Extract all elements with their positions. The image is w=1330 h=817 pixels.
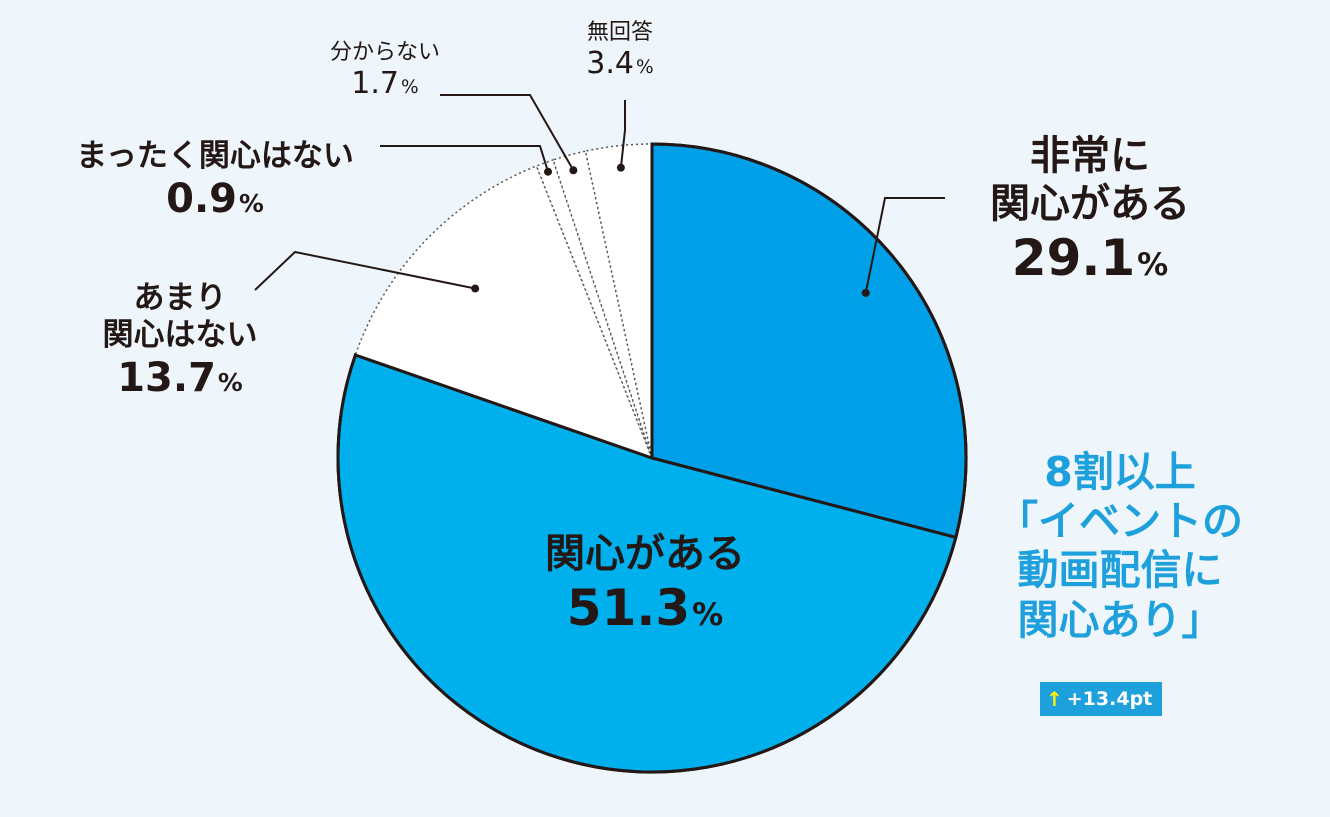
label-dont-know: 分からない 1.7% [300, 40, 470, 102]
label-dont-know-name: 分からない [329, 40, 440, 65]
label-no-answer-name: 無回答 [586, 20, 653, 45]
label-not-very-interested: あまり 関心はない 13.7% [70, 280, 290, 402]
label-no-answer: 無回答 3.4% [555, 20, 685, 82]
leader-line-not-very-interested [254, 250, 476, 291]
label-not-interested: まったく関心はない 0.9% [55, 138, 375, 223]
label-very-interested-name: 非常に 関心がある [990, 133, 1190, 227]
pie-slice-not-interested [535, 159, 653, 459]
label-dont-know-value: 1.7 [351, 66, 400, 102]
label-interested: 関心がある 51.3% [510, 530, 780, 638]
change-badge: ↑ +13.4pt [1040, 682, 1163, 716]
label-not-very-interested-name: あまり 関心はない [102, 280, 258, 354]
label-not-interested-name: まったく関心はない [76, 138, 354, 174]
label-interested-name: 関心がある [545, 531, 745, 577]
label-not-interested-value: 0.9 [166, 176, 237, 223]
up-arrow-icon: ↑ [1046, 687, 1063, 711]
label-not-very-interested-value: 13.7 [117, 355, 216, 402]
summary-callout: 8割以上 「イベントの 動画配信に 関心あり」 [997, 448, 1243, 644]
leader-line-no-answer [619, 100, 626, 168]
pie-outline [336, 142, 968, 774]
label-very-interested: 非常に 関心がある 29.1% [965, 132, 1215, 288]
label-interested-value: 51.3 [566, 579, 691, 637]
label-no-answer-value: 3.4 [586, 46, 635, 82]
leader-line-not-interested [380, 145, 549, 173]
pie-slice-dont-know [552, 150, 653, 459]
pie-slice-not-very-interested [354, 165, 654, 460]
leader-line-dont-know [440, 94, 575, 171]
change-badge-text: +13.4pt [1066, 688, 1153, 710]
label-very-interested-value: 29.1 [1011, 229, 1136, 287]
leader-line-very-interested [864, 197, 945, 294]
